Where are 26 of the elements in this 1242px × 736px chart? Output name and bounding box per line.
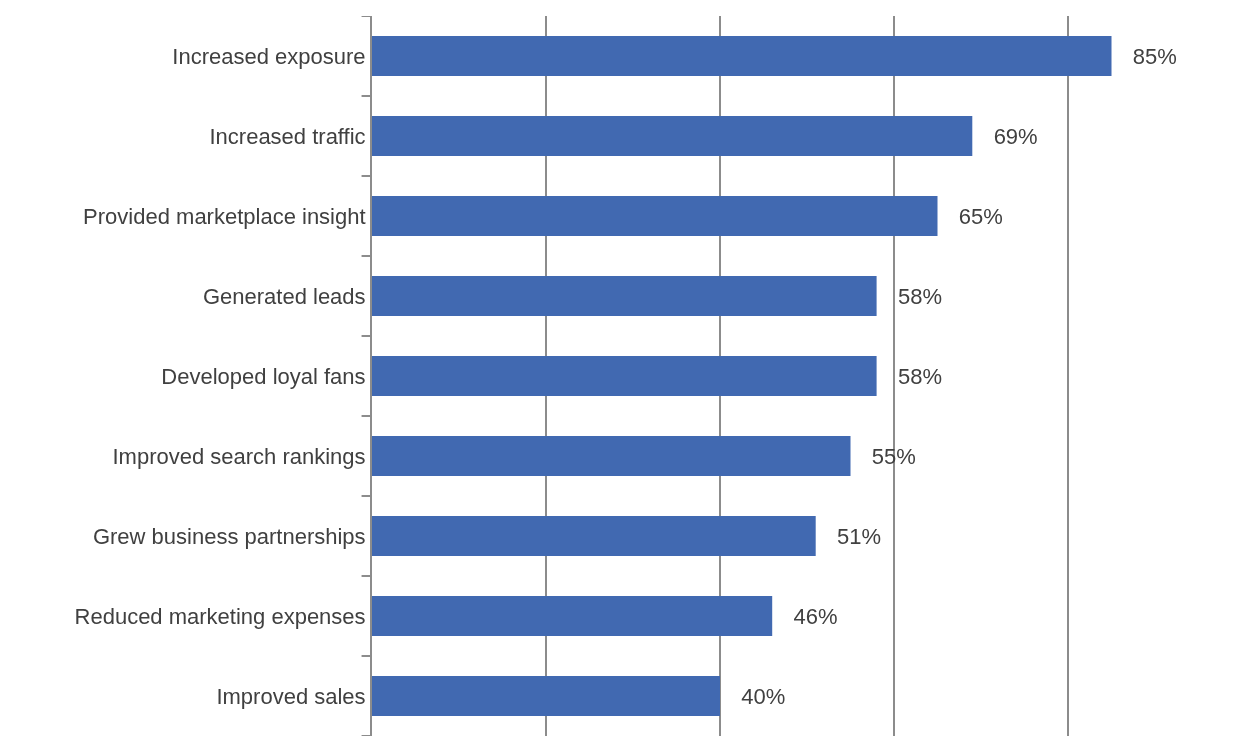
data-label: 46% <box>775 603 838 629</box>
y-tick-label: Increased traffic <box>209 123 366 149</box>
data-label: 40% <box>723 683 786 709</box>
bar <box>372 36 1112 76</box>
data-label: 65% <box>940 203 1003 229</box>
data-label: 69% <box>975 123 1038 149</box>
y-tick-label: Grew business partnerships <box>92 523 366 549</box>
bar <box>372 276 877 316</box>
y-tick-label: Generated leads <box>202 283 366 309</box>
bar <box>372 116 973 156</box>
y-tick-label: Increased exposure <box>172 43 366 69</box>
bar <box>372 436 851 476</box>
data-label: 85% <box>1114 43 1177 69</box>
bar <box>372 516 816 556</box>
y-tick-label: Provided marketplace insight <box>83 203 366 229</box>
bar <box>372 196 938 236</box>
bar <box>372 596 773 636</box>
data-label: 58% <box>879 363 942 389</box>
bar <box>372 676 720 716</box>
y-tick-label: Reduced marketing expenses <box>74 603 366 629</box>
y-tick-label: Improved search rankings <box>112 443 366 469</box>
data-label: 51% <box>818 523 882 549</box>
data-label: 58% <box>879 283 942 309</box>
y-tick-label: Developed loyal fans <box>161 363 366 389</box>
y-tick-label: Improved sales <box>216 683 366 709</box>
bar <box>372 356 877 396</box>
